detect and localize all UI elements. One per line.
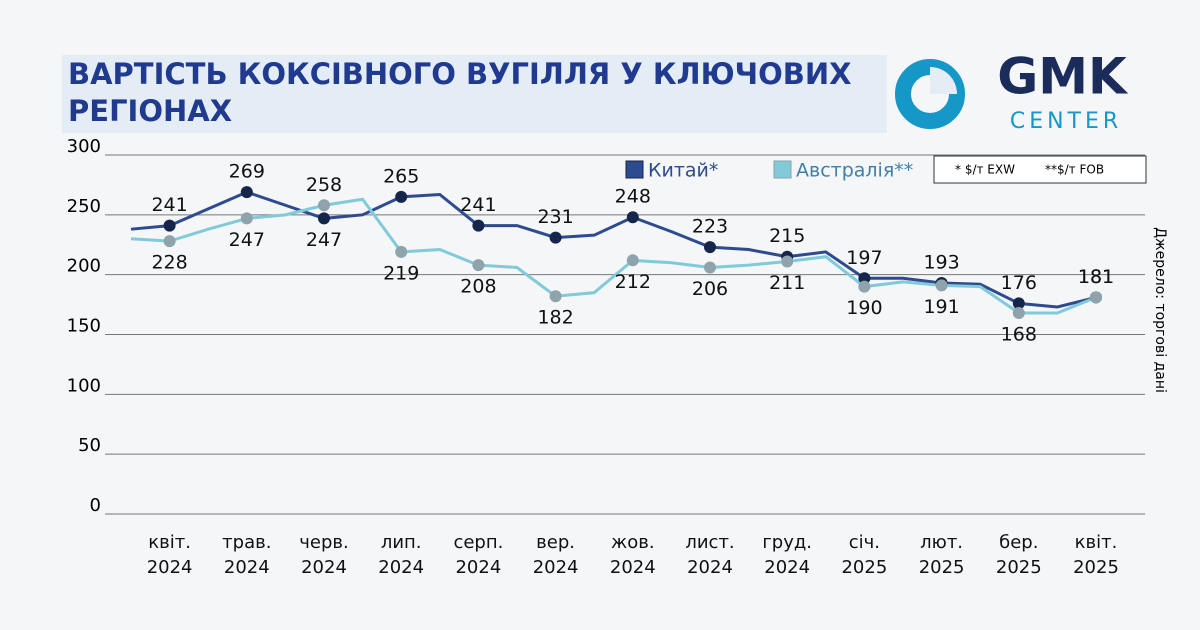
point	[626, 254, 639, 267]
data-label: 181	[1078, 266, 1114, 288]
data-label: 231	[537, 206, 573, 228]
data-label: 193	[923, 252, 959, 274]
title-bg	[62, 55, 887, 133]
data-label: 176	[1001, 272, 1037, 294]
x-tick-label: квіт. 2024	[146, 532, 193, 578]
data-label: 219	[383, 262, 419, 284]
y-tick-label: 100	[67, 375, 101, 396]
point	[318, 212, 330, 225]
data-label: 241	[151, 194, 187, 216]
data-label: 206	[692, 278, 728, 300]
data-label: 215	[769, 225, 805, 247]
legend-swatch	[625, 160, 644, 179]
legend-label: Китай*	[648, 160, 718, 182]
data-label: 208	[460, 276, 496, 298]
legend-swatch	[773, 160, 792, 179]
data-label: 181	[1078, 266, 1114, 288]
point	[1090, 291, 1102, 304]
logo-main: GMK	[997, 48, 1129, 106]
title-box: ВАРТІСТЬ КОКСІВНОГО ВУГІЛЛЯ У КЛЮЧОВИХ Р…	[68, 57, 852, 128]
data-label: 211	[769, 272, 805, 294]
point	[549, 231, 562, 244]
point	[240, 186, 253, 199]
data-label: 247	[229, 229, 265, 251]
data-label: 269	[229, 161, 265, 183]
logo-cut	[930, 67, 957, 94]
data-label: 197	[846, 247, 882, 269]
x-tick-label: лют. 2025	[918, 532, 965, 578]
x-tick-label: серп. 2024	[453, 532, 504, 578]
point	[1012, 297, 1025, 310]
chart-title: ВАРТІСТЬ КОКСІВНОГО ВУГІЛЛЯ У КЛЮЧОВИХ Р…	[68, 57, 852, 128]
point	[240, 212, 253, 225]
data-label: 223	[692, 216, 728, 238]
point	[704, 241, 716, 254]
series-line	[130, 190, 1097, 309]
note: **$/т FOB	[1045, 163, 1104, 177]
data-label: 191	[923, 296, 959, 318]
data-label: 190	[846, 297, 882, 319]
point	[472, 259, 485, 272]
point	[858, 280, 871, 293]
point	[549, 290, 562, 303]
y-tick-label: 0	[90, 495, 101, 516]
y-tick-label: 200	[67, 256, 101, 277]
point	[163, 235, 176, 248]
note-box	[933, 155, 1147, 184]
point	[472, 219, 485, 232]
y-tick-label: 150	[67, 316, 101, 337]
x-tick-label: вер. 2024	[532, 532, 579, 578]
data-label: 182	[537, 307, 573, 329]
note: * $/т EXW	[955, 163, 1015, 177]
x-tick-label: трав. 2024	[222, 532, 272, 578]
data-label: 248	[615, 186, 651, 208]
data-label: 228	[151, 252, 187, 274]
data-label: 258	[306, 174, 342, 196]
x-tick-label: січ. 2025	[841, 532, 888, 578]
x-tick-label: жов. 2024	[609, 532, 656, 578]
point	[858, 272, 871, 285]
point	[163, 219, 176, 232]
data-label: 168	[1001, 323, 1037, 345]
data-label: 212	[615, 271, 651, 293]
point	[781, 255, 794, 268]
point	[395, 245, 408, 258]
data-label: 241	[460, 194, 496, 216]
point	[626, 211, 639, 224]
series-line	[130, 197, 1097, 315]
x-tick-label: лип. 2024	[378, 532, 425, 578]
point	[395, 190, 408, 203]
y-tick-label: 250	[67, 196, 101, 217]
data-label: 265	[383, 165, 419, 187]
point	[935, 279, 948, 292]
point	[1012, 306, 1025, 319]
source: Джерело: торгові дані	[1152, 227, 1168, 393]
y-tick-label: 300	[67, 136, 101, 157]
x-tick-label: бер. 2025	[995, 532, 1042, 578]
x-tick-label: квіт. 2025	[1073, 532, 1119, 578]
point	[318, 199, 330, 212]
point	[704, 261, 716, 274]
x-tick-label: груд. 2024	[762, 532, 813, 578]
data-label: 247	[306, 229, 342, 251]
x-tick-label: черв. 2024	[299, 532, 349, 578]
logo-sub: CENTER	[1010, 109, 1122, 134]
legend-label: Австралія**	[796, 160, 913, 182]
y-tick-label: 50	[78, 435, 101, 456]
x-tick-label: лист. 2024	[685, 532, 735, 578]
